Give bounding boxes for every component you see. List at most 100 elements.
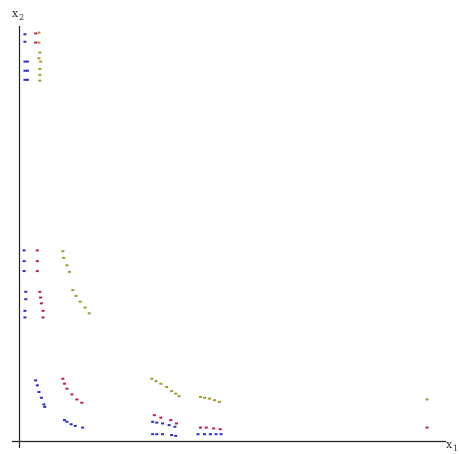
- x-axis-label: x: [446, 438, 453, 451]
- data-point-s0-38: [208, 433, 212, 436]
- data-point-s0-3: [23, 69, 27, 72]
- data-point-s0-2: [23, 60, 27, 63]
- x-axis-label-subscript: 1: [453, 444, 458, 453]
- data-point-s2-14: [78, 300, 82, 303]
- data-point-s2-15: [83, 306, 87, 309]
- data-point-s0-18: [39, 396, 43, 399]
- data-point-s0-21: [63, 419, 66, 422]
- data-point-s1-23: [218, 428, 222, 431]
- data-point-s0-22: [65, 420, 69, 423]
- data-point-s0-20: [43, 405, 47, 408]
- data-point-s0-29: [167, 424, 171, 427]
- data-point-s0-0: [23, 33, 27, 36]
- data-point-s1-15: [80, 401, 84, 404]
- data-point-s2-18: [154, 380, 158, 383]
- data-point-s1-13: [70, 393, 74, 396]
- data-point-s1-4: [35, 270, 39, 273]
- data-point-s2-3: [37, 57, 41, 60]
- data-point-s1-19: [175, 422, 179, 425]
- data-point-s0-6: [25, 69, 29, 72]
- data-point-s0-31: [151, 433, 155, 436]
- data-point-s2-10: [65, 264, 69, 267]
- data-point-s1-2: [35, 249, 39, 252]
- data-point-s2-16: [87, 312, 91, 315]
- data-point-s2-27: [212, 399, 216, 402]
- data-point-s2-2: [38, 51, 42, 54]
- data-point-s0-32: [155, 433, 159, 436]
- data-point-s2-9: [62, 256, 66, 259]
- data-marks: [22, 31, 429, 437]
- data-point-s2-17: [150, 377, 154, 380]
- data-point-s1-1: [34, 41, 38, 44]
- data-point-s2-26: [208, 397, 212, 400]
- data-point-s1-10: [61, 377, 65, 380]
- data-point-s1-5: [38, 290, 42, 293]
- data-point-s0-8: [22, 249, 26, 252]
- data-point-s1-16: [152, 414, 156, 417]
- data-point-s0-40: [219, 433, 223, 436]
- data-point-s1-11: [63, 382, 66, 385]
- data-point-s2-4: [39, 60, 43, 63]
- data-point-s2-12: [71, 289, 75, 292]
- data-point-s0-19: [42, 403, 46, 406]
- data-point-s0-11: [24, 290, 28, 293]
- data-point-s0-37: [203, 433, 207, 436]
- data-point-s2-22: [174, 392, 178, 395]
- data-point-s1-8: [41, 309, 45, 312]
- data-point-s0-23: [69, 423, 73, 426]
- data-point-s2-13: [74, 294, 78, 297]
- data-point-s2-8: [61, 250, 65, 253]
- data-point-s0-14: [23, 316, 27, 319]
- data-point-s1-24: [425, 426, 429, 429]
- data-point-s0-10: [22, 270, 26, 273]
- data-point-s0-27: [155, 421, 159, 424]
- data-point-s2-23: [177, 395, 181, 398]
- data-point-s1-18: [169, 419, 173, 422]
- data-point-s1-7: [39, 302, 43, 305]
- data-point-s2-5: [38, 68, 42, 71]
- data-point-s1-9: [41, 316, 45, 319]
- data-point-s0-33: [161, 433, 165, 436]
- data-point-s2-28: [217, 400, 221, 403]
- data-point-s2-19: [159, 382, 163, 385]
- data-point-s1-3: [35, 260, 39, 263]
- y-axis-label: x: [12, 7, 19, 20]
- data-point-s2-0: [37, 31, 41, 34]
- data-point-s1-20: [198, 426, 202, 429]
- data-point-s1-17: [159, 416, 163, 419]
- data-point-s2-25: [203, 396, 207, 399]
- data-point-s0-15: [34, 379, 38, 382]
- data-point-s0-7: [25, 78, 29, 81]
- data-point-s2-20: [165, 386, 169, 389]
- data-point-s0-9: [22, 260, 26, 263]
- data-point-s1-14: [75, 398, 79, 401]
- data-point-s2-1: [37, 41, 41, 44]
- data-point-s1-6: [39, 296, 43, 299]
- data-point-s0-39: [214, 433, 218, 436]
- data-point-s0-28: [161, 422, 165, 425]
- data-point-s0-24: [73, 424, 77, 427]
- data-point-s0-30: [173, 425, 177, 428]
- data-point-s2-24: [198, 395, 202, 398]
- data-point-s1-22: [212, 427, 216, 430]
- y-axis-label-subscript: 2: [19, 13, 24, 22]
- data-point-s0-25: [81, 426, 85, 429]
- data-point-s0-36: [196, 433, 200, 436]
- data-point-s2-11: [67, 270, 71, 273]
- data-point-s1-12: [65, 387, 69, 390]
- data-point-s0-26: [151, 420, 155, 423]
- data-point-s0-12: [24, 298, 28, 301]
- data-point-s2-6: [38, 73, 42, 76]
- data-point-s0-13: [23, 309, 27, 312]
- data-point-s2-7: [38, 79, 42, 82]
- data-point-s0-35: [174, 434, 178, 437]
- data-point-s2-21: [170, 390, 174, 393]
- data-point-s0-16: [35, 384, 39, 387]
- data-point-s1-21: [204, 426, 208, 429]
- data-point-s0-17: [37, 390, 41, 393]
- data-point-s0-34: [170, 434, 174, 437]
- data-point-s2-29: [425, 398, 429, 401]
- data-point-s0-5: [25, 60, 29, 63]
- data-point-s0-1: [23, 40, 27, 43]
